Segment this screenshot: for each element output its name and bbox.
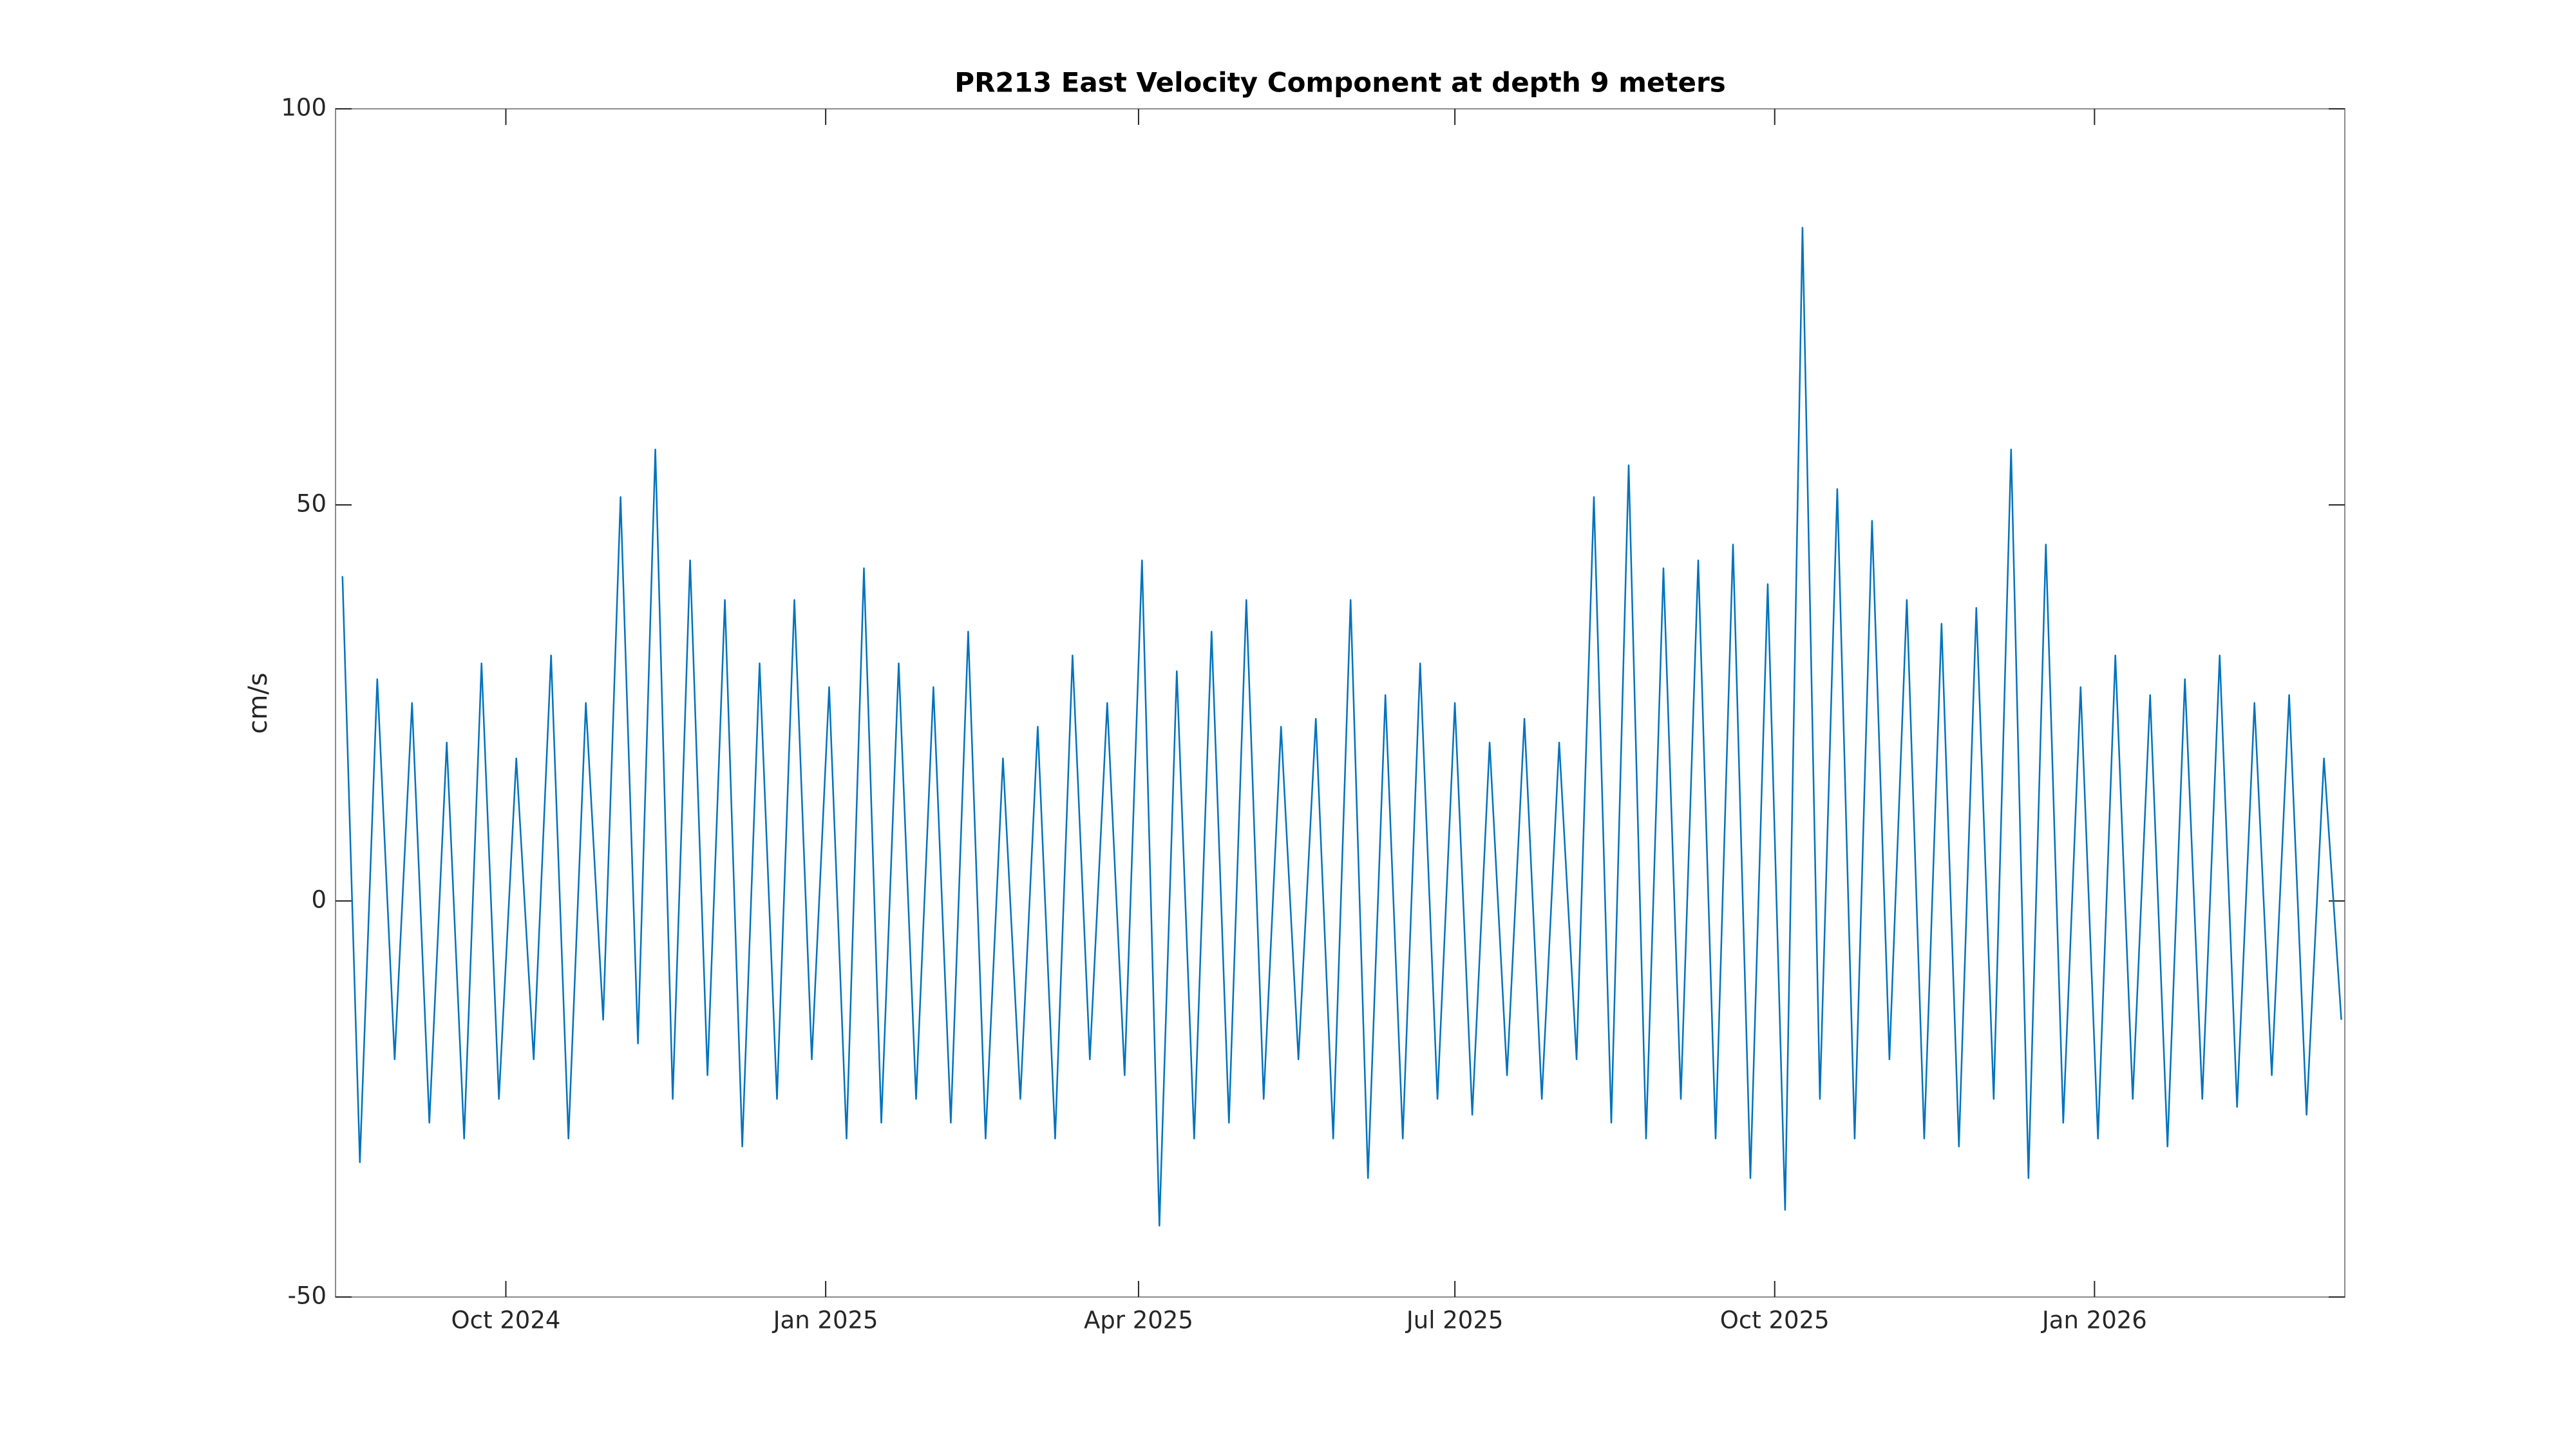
y-tick-label: -50 [288, 1282, 327, 1310]
chart-title: PR213 East Velocity Component at depth 9… [954, 67, 1725, 99]
x-tick-label: Oct 2024 [451, 1307, 561, 1334]
y-tick-label: 0 [311, 886, 327, 914]
x-tick-label: Jul 2025 [1405, 1307, 1504, 1334]
x-tick-label: Apr 2025 [1084, 1307, 1193, 1334]
y-tick-label: 100 [281, 94, 327, 122]
y-tick-label: 50 [296, 490, 327, 518]
data-line [341, 227, 2342, 1227]
x-tick-label: Oct 2025 [1720, 1307, 1830, 1334]
plot-frame [335, 108, 2345, 1298]
x-tick-label: Jan 2025 [772, 1307, 878, 1334]
x-tick-label: Jan 2026 [2041, 1307, 2147, 1334]
y-axis-label: cm/s [243, 672, 273, 734]
